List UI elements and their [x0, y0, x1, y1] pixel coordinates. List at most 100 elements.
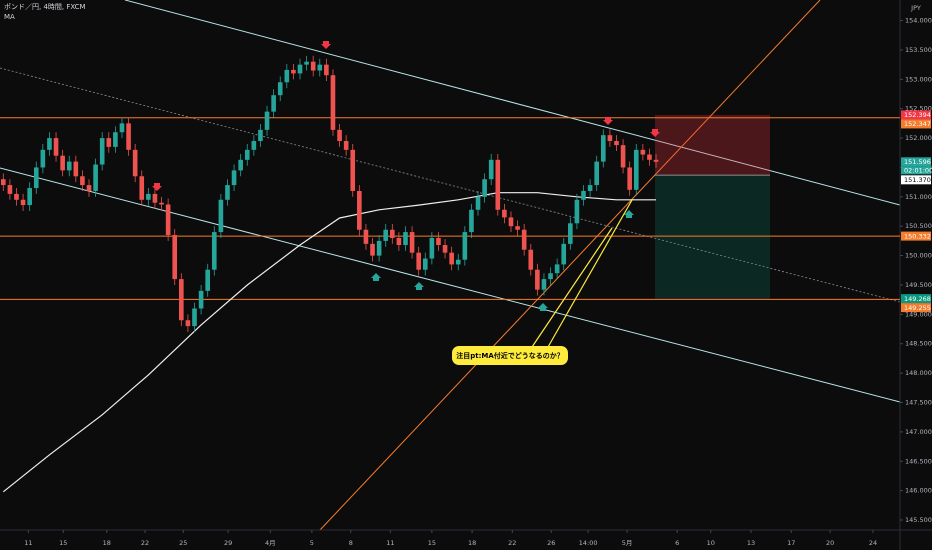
candle-body [231, 170, 237, 186]
candle-body [304, 61, 309, 65]
candle-body [33, 167, 39, 189]
y-tick-label: 148.000 [905, 369, 932, 377]
candle-body [528, 249, 534, 270]
price-label: 150.332 [904, 232, 931, 240]
price-label: 149.268 [904, 295, 931, 303]
candle-body [561, 243, 567, 265]
candle-body [383, 229, 389, 241]
candle-body [106, 138, 112, 147]
candle-body [370, 243, 375, 256]
y-tick-label: 146.000 [905, 487, 932, 495]
up-arrow [538, 303, 548, 311]
candle-body [568, 223, 573, 244]
x-tick-label: 4月 [265, 539, 276, 547]
candle-body [482, 179, 487, 197]
candle-body [244, 149, 250, 160]
candle-body [277, 82, 283, 96]
candle-body [600, 135, 606, 162]
candle-body [521, 229, 527, 250]
price-label: 149.255 [904, 304, 931, 312]
candle-body [436, 237, 441, 246]
callout-box [452, 346, 568, 365]
price-label-box [901, 175, 931, 185]
candle-body [139, 176, 145, 200]
arrows [152, 41, 660, 311]
candle-body [317, 64, 323, 71]
countdown: 02:01:00 [904, 167, 932, 175]
candle-body [390, 229, 395, 238]
candle-body [462, 232, 468, 260]
x-tick-label: 5月 [622, 539, 633, 547]
candle-body [291, 69, 296, 74]
candle-body [211, 232, 217, 270]
x-tick-label: 17 [787, 539, 795, 547]
candle-body [620, 145, 626, 168]
candle-body [416, 252, 421, 270]
candle-body [93, 164, 98, 191]
candle-body [475, 196, 481, 210]
candle-body [99, 138, 105, 165]
candle-body [324, 64, 329, 76]
y-tick-label: 145.500 [905, 516, 932, 524]
candle-body [515, 226, 520, 230]
candle-body [554, 264, 560, 274]
currency-label: JPY [910, 4, 921, 12]
candle-body [502, 209, 507, 218]
price-label: 151.370 [904, 176, 931, 184]
candle-body [198, 290, 204, 309]
candle-body [495, 159, 501, 210]
x-tick-label: 29 [224, 539, 232, 547]
trend-line [0, 67, 901, 303]
candle-body [80, 176, 85, 186]
candle-body [53, 138, 59, 156]
drawings [0, 0, 901, 531]
candle-body [238, 159, 243, 171]
x-tick-label: 26 [547, 539, 555, 547]
price-label-box [901, 231, 931, 241]
candle-body [337, 129, 342, 142]
y-tick-label: 148.500 [905, 340, 932, 348]
y-tick-label: 147.000 [905, 428, 932, 436]
callout-pointer [547, 199, 633, 348]
candle-body [60, 155, 65, 171]
candle-body [363, 229, 369, 244]
price-label-box [901, 157, 931, 167]
candle-body [488, 159, 494, 180]
candle-body [574, 199, 580, 224]
down-arrow [152, 183, 162, 191]
candle-body [86, 185, 92, 191]
candle-body [343, 141, 349, 150]
price-label: 152.347 [904, 120, 931, 128]
chart-title: ポンド／円, 4時間, FXCM [4, 3, 86, 11]
candle-body [422, 258, 428, 270]
x-tick-label: 24 [869, 539, 877, 547]
y-tick-label: 150.000 [905, 252, 932, 260]
y-tick-label: 152.500 [905, 105, 932, 113]
candle-body [330, 75, 336, 130]
stop-zone [655, 114, 770, 176]
trend-line [319, 0, 821, 531]
candle-body [442, 245, 448, 253]
price-label-box [901, 294, 931, 304]
x-tick-label: 15 [59, 539, 67, 547]
candle-body [357, 190, 362, 230]
down-arrow [321, 41, 331, 49]
trend-line [0, 167, 901, 403]
candle-body [20, 199, 26, 206]
x-tick-label: 13 [747, 539, 755, 547]
y-tick-label: 149.000 [905, 310, 932, 318]
candle-body [449, 252, 454, 265]
candle-body [403, 232, 408, 246]
y-tick-label: 147.500 [905, 398, 932, 406]
up-arrow [624, 210, 634, 218]
candle-body [179, 279, 184, 321]
x-tick-label: 10 [707, 539, 715, 547]
candle-body [535, 269, 540, 290]
candle-body [172, 235, 178, 280]
candle-body [640, 149, 646, 155]
up-arrow [414, 282, 424, 290]
x-tick-label: 18 [103, 539, 111, 547]
candle-body [165, 204, 171, 236]
y-tick-label: 146.500 [905, 457, 932, 465]
candle-body [73, 161, 79, 177]
